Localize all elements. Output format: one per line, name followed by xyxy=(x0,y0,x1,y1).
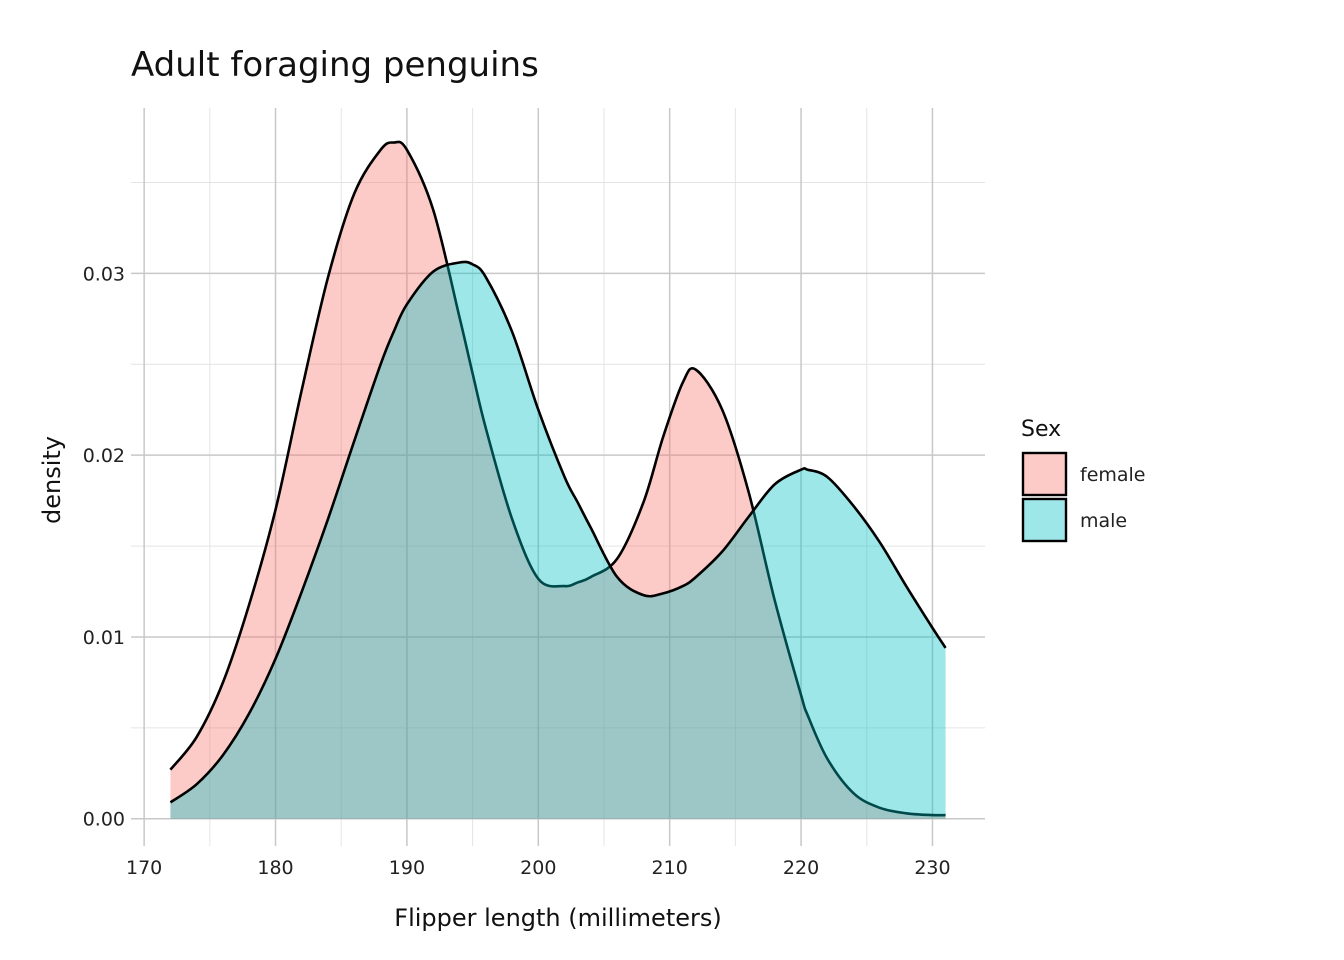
legend-key-female xyxy=(1021,451,1068,497)
x-tick-label: 230 xyxy=(914,857,950,879)
legend: Sex female male xyxy=(1021,417,1146,543)
y-tick-label: 0.01 xyxy=(83,627,125,649)
legend-key-male xyxy=(1021,497,1068,543)
legend-label-female: female xyxy=(1080,464,1146,486)
x-tick-label: 220 xyxy=(783,857,819,879)
y-tick-label: 0.00 xyxy=(83,809,125,831)
y-tick-label: 0.03 xyxy=(83,263,125,285)
y-tick-label: 0.02 xyxy=(83,445,125,467)
legend-key-background xyxy=(1023,499,1066,541)
x-tick-label: 180 xyxy=(257,857,293,879)
density-areas xyxy=(169,140,947,819)
x-tick-label: 190 xyxy=(389,857,425,879)
chart-title: Adult foraging penguins xyxy=(131,45,539,85)
x-tick-label: 210 xyxy=(652,857,688,879)
legend-key-background xyxy=(1023,453,1066,495)
x-axis-ticks: 170 180 190 200 210 220 230 xyxy=(126,857,951,879)
male-density-fill xyxy=(170,261,946,819)
female-density-fill xyxy=(170,141,946,819)
y-axis-ticks: 0.00 0.01 0.02 0.03 xyxy=(83,263,125,830)
legend-label-male: male xyxy=(1080,510,1127,532)
major-gridlines xyxy=(131,108,985,846)
y-axis-title: density xyxy=(38,436,66,524)
x-axis-title: Flipper length (millimeters) xyxy=(394,904,721,932)
x-tick-label: 200 xyxy=(520,857,556,879)
legend-title: Sex xyxy=(1021,417,1061,442)
male-density-line xyxy=(169,260,947,804)
x-tick-label: 170 xyxy=(126,857,162,879)
female-density-line xyxy=(169,140,946,817)
